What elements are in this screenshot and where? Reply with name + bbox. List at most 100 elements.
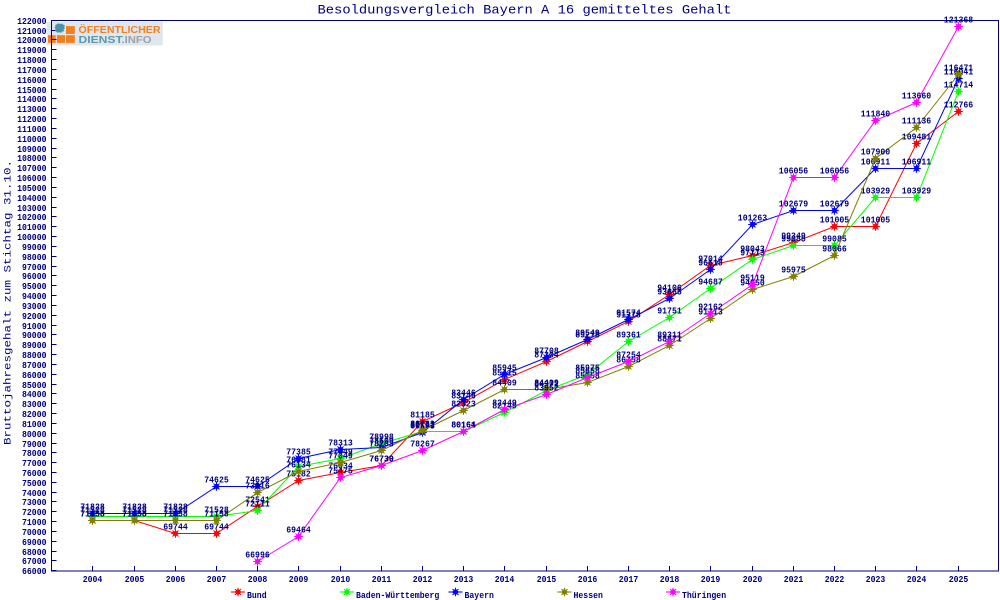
svg-text:77049: 77049 <box>328 450 353 461</box>
svg-text:77385: 77385 <box>286 446 311 457</box>
svg-text:106911: 106911 <box>902 156 932 167</box>
svg-text:106056: 106056 <box>779 165 809 176</box>
svg-text:115000: 115000 <box>17 85 47 96</box>
svg-text:Besoldungsvergleich Bayern A 1: Besoldungsvergleich Bayern A 16 gemittel… <box>318 4 732 18</box>
svg-text:97014: 97014 <box>698 253 723 264</box>
svg-text:80161: 80161 <box>410 419 435 430</box>
svg-text:101000: 101000 <box>17 222 47 233</box>
svg-text:76730: 76730 <box>369 453 394 464</box>
svg-text:91000: 91000 <box>22 321 47 332</box>
svg-text:Bruttojahresgehalt zum Stichta: Bruttojahresgehalt zum Stichtag 31.10. <box>3 160 15 445</box>
svg-text:94106: 94106 <box>657 282 682 293</box>
svg-text:106000: 106000 <box>17 173 47 184</box>
svg-text:72541: 72541 <box>245 494 270 505</box>
svg-text:DIENST.INFO: DIENST.INFO <box>79 34 152 46</box>
svg-text:93000: 93000 <box>22 301 47 312</box>
svg-text:105000: 105000 <box>17 183 47 194</box>
svg-text:67000: 67000 <box>22 556 47 567</box>
svg-text:75475: 75475 <box>328 465 353 476</box>
svg-text:73000: 73000 <box>22 497 47 508</box>
svg-text:85000: 85000 <box>22 380 47 391</box>
svg-text:80103: 80103 <box>410 420 435 431</box>
svg-text:70000: 70000 <box>22 527 47 538</box>
svg-text:89275: 89275 <box>575 329 600 340</box>
svg-text:110000: 110000 <box>17 134 47 145</box>
svg-text:101263: 101263 <box>738 212 768 223</box>
svg-text:76000: 76000 <box>22 468 47 479</box>
svg-text:91574: 91574 <box>616 307 641 318</box>
svg-text:83952: 83952 <box>534 382 559 393</box>
svg-text:2011: 2011 <box>372 574 392 585</box>
svg-text:107900: 107900 <box>861 146 891 157</box>
svg-text:109000: 109000 <box>17 144 47 155</box>
svg-text:121368: 121368 <box>944 14 974 25</box>
svg-text:74000: 74000 <box>22 488 47 499</box>
svg-text:95000: 95000 <box>22 281 47 292</box>
svg-text:109481: 109481 <box>902 131 932 142</box>
svg-text:2024: 2024 <box>907 574 927 585</box>
svg-text:93665: 93665 <box>657 286 682 297</box>
svg-text:81185: 81185 <box>410 409 435 420</box>
svg-text:114000: 114000 <box>17 94 47 105</box>
svg-text:71158: 71158 <box>80 508 105 519</box>
svg-text:Bund: Bund <box>247 590 267 600</box>
svg-text:114714: 114714 <box>944 79 974 90</box>
svg-text:100000: 100000 <box>17 232 47 243</box>
svg-text:96618: 96618 <box>698 257 723 268</box>
svg-text:2018: 2018 <box>660 574 680 585</box>
svg-text:71828: 71828 <box>80 501 105 512</box>
svg-text:82449: 82449 <box>492 397 517 408</box>
svg-text:80263: 80263 <box>410 418 435 429</box>
svg-text:71158: 71158 <box>163 508 188 519</box>
svg-text:Bayern: Bayern <box>465 590 495 600</box>
svg-text:103000: 103000 <box>17 203 47 214</box>
svg-text:80164: 80164 <box>451 419 476 430</box>
svg-text:99085: 99085 <box>822 233 847 244</box>
svg-text:2020: 2020 <box>743 574 763 585</box>
svg-text:2010: 2010 <box>331 574 351 585</box>
svg-text:91378: 91378 <box>616 309 641 320</box>
svg-text:68000: 68000 <box>22 547 47 558</box>
svg-text:111000: 111000 <box>17 124 47 135</box>
svg-text:95975: 95975 <box>781 264 806 275</box>
svg-text:69744: 69744 <box>163 521 188 532</box>
svg-text:77000: 77000 <box>22 458 47 469</box>
svg-text:87000: 87000 <box>22 360 47 371</box>
svg-text:2006: 2006 <box>166 574 186 585</box>
svg-text:2014: 2014 <box>495 574 515 585</box>
svg-text:86000: 86000 <box>22 370 47 381</box>
svg-text:2021: 2021 <box>784 574 804 585</box>
svg-text:111840: 111840 <box>861 108 891 119</box>
svg-text:111136: 111136 <box>902 115 932 126</box>
svg-text:87708: 87708 <box>534 345 559 356</box>
svg-text:106056: 106056 <box>820 165 850 176</box>
svg-text:76134: 76134 <box>286 459 311 470</box>
svg-text:99000: 99000 <box>22 242 47 253</box>
svg-text:92162: 92162 <box>698 301 723 312</box>
svg-text:103929: 103929 <box>861 185 891 196</box>
svg-text:83000: 83000 <box>22 399 47 410</box>
svg-text:84409: 84409 <box>492 377 517 388</box>
svg-text:2012: 2012 <box>413 574 433 585</box>
svg-text:2022: 2022 <box>825 574 845 585</box>
svg-text:116000: 116000 <box>17 75 47 86</box>
svg-text:91751: 91751 <box>657 305 682 316</box>
svg-text:101005: 101005 <box>861 214 891 225</box>
svg-text:2016: 2016 <box>578 574 598 585</box>
svg-text:102679: 102679 <box>779 198 809 209</box>
svg-text:71828: 71828 <box>163 501 188 512</box>
svg-text:117000: 117000 <box>17 65 47 76</box>
svg-text:71158: 71158 <box>122 508 147 519</box>
svg-text:89549: 89549 <box>575 327 600 338</box>
svg-text:89361: 89361 <box>616 329 641 340</box>
svg-text:71528: 71528 <box>204 504 229 515</box>
svg-text:81000: 81000 <box>22 419 47 430</box>
svg-text:2019: 2019 <box>701 574 721 585</box>
svg-text:85658: 85658 <box>575 365 600 376</box>
svg-text:79000: 79000 <box>22 439 47 450</box>
svg-text:90000: 90000 <box>22 330 47 341</box>
svg-text:95119: 95119 <box>740 272 765 283</box>
svg-text:99085: 99085 <box>781 233 806 244</box>
svg-text:2013: 2013 <box>454 574 474 585</box>
svg-text:75000: 75000 <box>22 478 47 489</box>
